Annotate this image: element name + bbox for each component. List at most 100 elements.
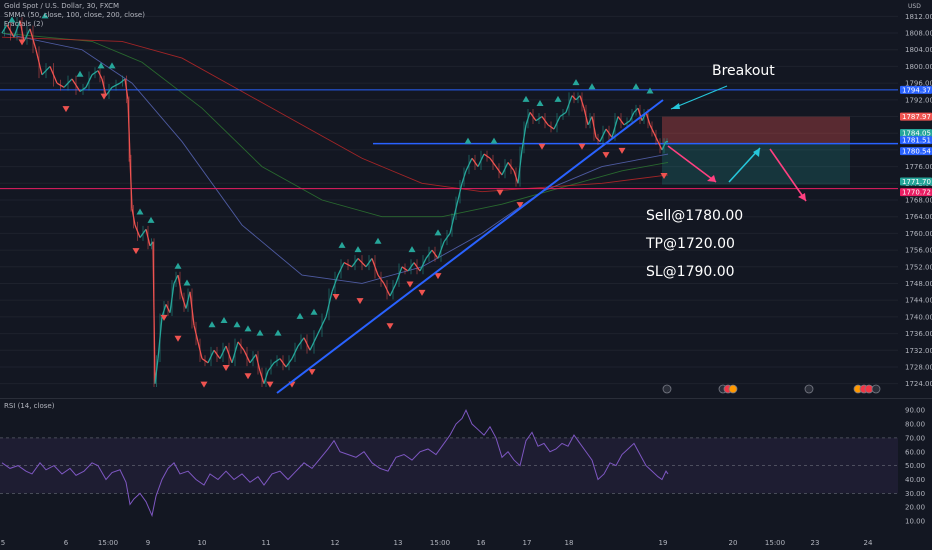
smma-legend[interactable]: SMMA (50, close, 100, close, 200, close) bbox=[4, 11, 145, 19]
economic-event-markers[interactable] bbox=[662, 384, 881, 394]
rsi-axis[interactable]: 90.00 80.00 70.00 60.00 50.00 40.00 30.00 20.00… bbox=[905, 407, 925, 526]
fractal-up-marker bbox=[354, 246, 362, 253]
rsi-tick-label: 60.00 bbox=[905, 448, 925, 456]
time-tick-label: 19 bbox=[659, 539, 668, 547]
price-tick-label: 1760.00 bbox=[905, 230, 932, 238]
fractal-up-marker bbox=[97, 62, 105, 69]
price-tick-label: 1768.00 bbox=[905, 197, 932, 205]
price-tick-label: 1776.00 bbox=[905, 163, 932, 171]
fractal-down-marker bbox=[100, 93, 108, 100]
time-tick-label: 15:00 bbox=[98, 539, 118, 547]
breakout-pointer-line[interactable] bbox=[670, 85, 728, 110]
fractal-down-marker bbox=[602, 152, 610, 159]
price-tag-label: 1771.70 bbox=[902, 178, 931, 186]
fractal-up-marker bbox=[464, 137, 472, 144]
rsi-tick-label: 30.00 bbox=[905, 490, 925, 498]
fractal-down-marker bbox=[618, 147, 626, 154]
fractal-up-marker bbox=[108, 62, 116, 69]
time-axis[interactable]: 5 6 15:00 9 10 11 12 13 15:00 16 17 18 19 20 15:00 23 24 bbox=[1, 539, 873, 547]
price-axis[interactable]: 1812.00 1808.00 1804.00 1800.00 1796.00 1792.… bbox=[905, 13, 932, 388]
fractal-up-marker bbox=[136, 208, 144, 215]
drawings[interactable] bbox=[276, 85, 807, 394]
fractal-up-marker bbox=[572, 79, 580, 86]
time-tick-label: 11 bbox=[262, 539, 271, 547]
fractal-up-marker bbox=[183, 279, 191, 286]
fractals-legend[interactable]: Fractals (2) bbox=[4, 20, 44, 28]
price-tick-label: 1752.00 bbox=[905, 263, 932, 271]
main-pane-grid bbox=[0, 15, 898, 385]
price-tag-background bbox=[900, 112, 932, 121]
rsi-tick-label: 70.00 bbox=[905, 434, 925, 442]
stop-zone[interactable] bbox=[662, 116, 850, 144]
fractal-down-marker bbox=[174, 335, 182, 342]
rsi-legend[interactable]: RSI (14, close) bbox=[4, 402, 55, 410]
time-tick-label: 10 bbox=[198, 539, 207, 547]
price-tick-label: 1800.00 bbox=[905, 63, 932, 71]
horizontal-levels[interactable] bbox=[0, 89, 898, 190]
time-tick-label: 24 bbox=[864, 539, 873, 547]
projection-up[interactable] bbox=[728, 147, 761, 183]
event-flag-icon[interactable] bbox=[871, 384, 881, 394]
price-tick-label: 1792.00 bbox=[905, 96, 932, 104]
rsi-tick-label: 80.00 bbox=[905, 421, 925, 429]
time-tick-label: 18 bbox=[565, 539, 574, 547]
price-tick-label: 1736.00 bbox=[905, 330, 932, 338]
time-tick-label: 15:00 bbox=[430, 539, 450, 547]
fractal-up-marker bbox=[76, 70, 84, 77]
fractal-down-marker bbox=[244, 373, 252, 380]
fractal-up-marker bbox=[374, 237, 382, 244]
rsi-tick-label: 20.00 bbox=[905, 504, 925, 512]
fractal-up-marker bbox=[408, 246, 416, 253]
price-tag-label: 1784.05 bbox=[902, 130, 931, 138]
fractal-up-marker bbox=[296, 312, 304, 319]
symbol-legend[interactable]: Gold Spot / U.S. Dollar, 30, FXCM bbox=[4, 2, 120, 10]
price-tick-label: 1724.00 bbox=[905, 380, 932, 388]
price-tag-label: 1781.51 bbox=[902, 137, 931, 145]
ascending-trendline[interactable] bbox=[276, 99, 664, 394]
time-tick-label: 9 bbox=[146, 539, 150, 547]
rsi-pane bbox=[0, 408, 898, 518]
smma-lines bbox=[1, 32, 669, 284]
fractal-up-marker bbox=[536, 100, 544, 106]
event-flag-icon[interactable] bbox=[804, 384, 814, 394]
price-tag-background bbox=[900, 129, 932, 138]
event-flag-icon[interactable] bbox=[662, 384, 672, 394]
price-series bbox=[1, 17, 668, 387]
price-tag-label: 1787.97 bbox=[902, 113, 931, 121]
projection-down-2[interactable] bbox=[769, 148, 807, 202]
fractal-markers bbox=[8, 12, 668, 388]
time-tick-label: 15:00 bbox=[765, 539, 785, 547]
fractal-down-marker bbox=[18, 39, 26, 46]
fractal-down-marker bbox=[496, 189, 504, 196]
sell-annotation: Sell@1780.00 bbox=[646, 208, 744, 224]
fractal-up-marker bbox=[274, 329, 282, 336]
projection-down-1[interactable] bbox=[667, 145, 717, 183]
target-zone[interactable] bbox=[662, 143, 850, 185]
rsi-tick-label: 10.00 bbox=[905, 518, 925, 526]
price-tick-label: 1812.00 bbox=[905, 13, 932, 21]
fractal-down-marker bbox=[578, 143, 586, 150]
rsi-band-fill bbox=[0, 437, 898, 494]
fractal-up-marker bbox=[490, 137, 498, 144]
fractal-down-marker bbox=[308, 369, 316, 376]
time-tick-label: 16 bbox=[477, 539, 486, 547]
fractal-up-marker bbox=[147, 216, 155, 223]
fractal-up-marker bbox=[174, 262, 182, 269]
price-tag-label: 1794.37 bbox=[902, 86, 931, 94]
rsi-line bbox=[1, 408, 669, 518]
rsi-tick-label: 40.00 bbox=[905, 476, 925, 484]
event-flag-icon[interactable] bbox=[728, 384, 738, 394]
price-tick-label: 1756.00 bbox=[905, 247, 932, 255]
fractal-up-marker bbox=[233, 321, 241, 328]
fractal-down-marker bbox=[160, 314, 168, 321]
fractal-down-marker bbox=[132, 248, 140, 255]
sl-annotation: SL@1790.00 bbox=[646, 264, 735, 280]
fractal-down-marker bbox=[660, 172, 668, 179]
fractal-up-marker bbox=[434, 229, 442, 236]
fractal-down-marker bbox=[62, 106, 70, 113]
time-tick-label: 6 bbox=[64, 539, 69, 547]
fractal-up-marker bbox=[554, 95, 562, 102]
